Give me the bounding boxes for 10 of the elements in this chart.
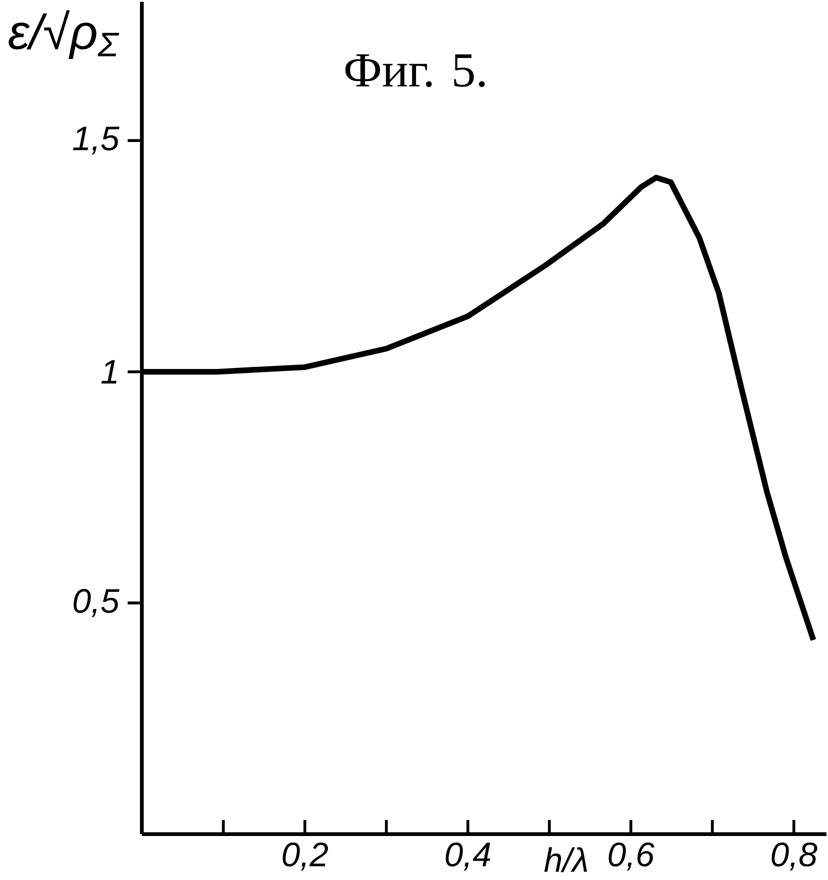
y-tick-label: 0,5 [73, 588, 120, 617]
x-tick-label: 0,6 [608, 842, 654, 871]
y-axis-title: ε/√ρ$_{Σ}$ [8, 10, 119, 60]
text: Фиг. 5. [345, 54, 485, 88]
x-axis-title: h/λ [544, 847, 587, 872]
x-tick-label: 0,4 [446, 842, 490, 871]
y-tick-label: 1 [101, 360, 116, 384]
x-tick-label: 0,8 [772, 842, 818, 871]
y-tick-label: 1,5 [72, 126, 120, 154]
x-tick-label: 0,2 [282, 842, 328, 871]
